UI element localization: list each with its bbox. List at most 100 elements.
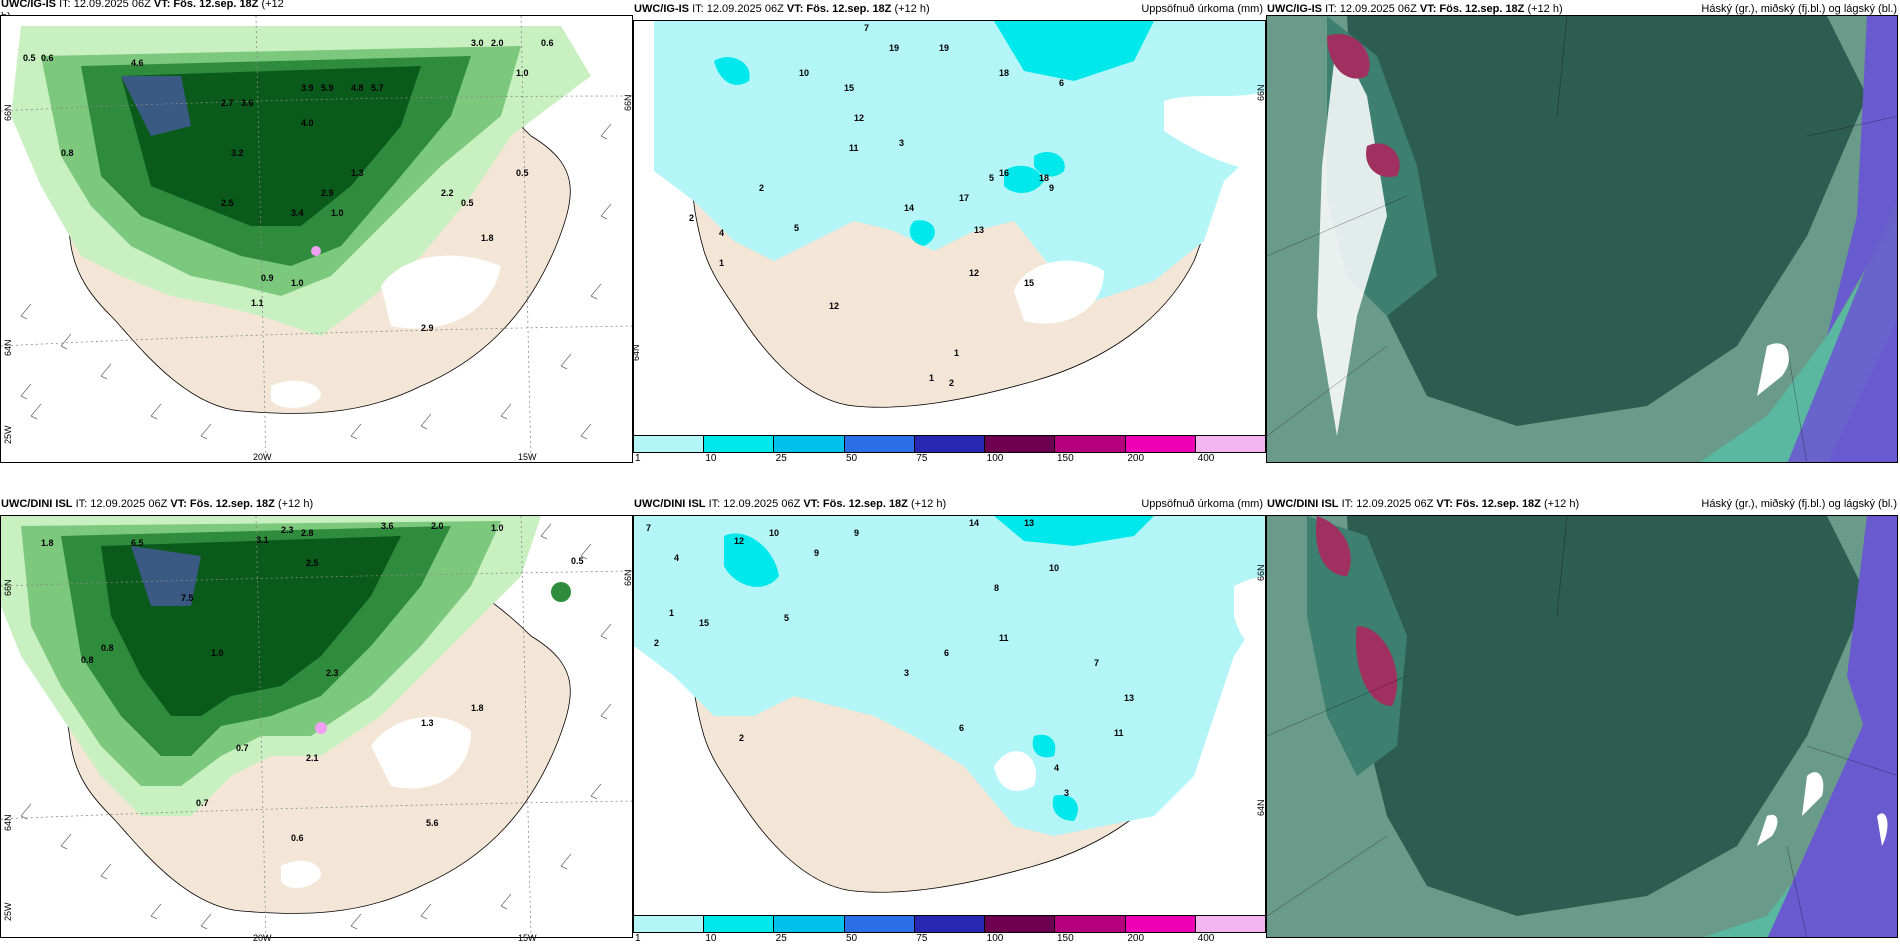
model-name: UWC/IG-IS bbox=[1, 0, 56, 10]
panel-variable: Uppsöfnuð úrkoma (mm) bbox=[1141, 498, 1263, 510]
map-value-label: 4 bbox=[674, 553, 679, 563]
map-value-label: 10 bbox=[769, 528, 779, 538]
colorbar-segment bbox=[914, 916, 986, 932]
panel-variable: Háský (gr.), miðský (fj.bl.) og lágský (… bbox=[1701, 498, 1897, 510]
map-value-label: 1 bbox=[669, 608, 674, 618]
map-value-label: 2 bbox=[689, 213, 694, 223]
map-value-label: 10 bbox=[799, 68, 809, 78]
map-value-label: 7 bbox=[864, 23, 869, 33]
colorbar-tick-label: 1 bbox=[635, 933, 641, 944]
map-value-label: 7 bbox=[646, 523, 651, 533]
colorbar-tick-label: 400 bbox=[1197, 453, 1215, 464]
map-value-label: 5 bbox=[989, 173, 994, 183]
valid-time: VT: Fös. 12.sep. 18Z bbox=[803, 498, 908, 510]
map-value-label: 7 bbox=[1094, 658, 1099, 668]
cloud-map[interactable] bbox=[1266, 515, 1898, 938]
map-value-label: 2.1 bbox=[306, 753, 319, 763]
map-value-label: 19 bbox=[889, 43, 899, 53]
precip-map[interactable]: 7 10 15 19 19 11 12 18 6 2 5 9 14 16 18 13 17 12 4 1 3 2 12 1 2 1… bbox=[633, 20, 1266, 435]
map-value-label: 12 bbox=[854, 113, 864, 123]
cloud-map[interactable] bbox=[1266, 15, 1898, 463]
colorbar-tick-label: 100 bbox=[986, 453, 1004, 464]
map-value-label: 11 bbox=[1114, 728, 1124, 738]
map-value-label: 2.8 bbox=[301, 528, 314, 538]
map-value-label: 2.0 bbox=[431, 521, 444, 531]
colorbar-segment bbox=[1055, 436, 1126, 452]
colorbar-tick-label: 400 bbox=[1197, 933, 1215, 944]
map-value-label: 2 bbox=[739, 733, 744, 743]
lat-label-25w: 25W bbox=[3, 902, 13, 921]
lat-label-64n: 64N bbox=[3, 339, 13, 356]
precip-colorbar bbox=[633, 915, 1266, 933]
map-value-label: 2 bbox=[654, 638, 659, 648]
map-value-label: 8 bbox=[994, 583, 999, 593]
map-value-label: 12 bbox=[969, 268, 979, 278]
lead-time: (+12 bbox=[261, 0, 284, 10]
lat-label-66n: 66N bbox=[3, 579, 13, 596]
panel-title: UWC/DINI ISL IT: 12.09.2025 06Z VT: Fös.… bbox=[633, 495, 1266, 515]
map-value-label: 17 bbox=[959, 193, 969, 203]
map-value-label: 3 bbox=[1064, 788, 1069, 798]
colorbar-tick-label: 1 bbox=[635, 453, 641, 464]
map-value-label: 0.5 bbox=[516, 168, 529, 178]
map-value-label: 1 bbox=[929, 373, 934, 383]
wind-map[interactable]: 0.5 0.6 4.6 3.9 5.9 4.8 5.7 3.0 2.0 0.6 1.0 0.5 0.8 3… bbox=[0, 15, 633, 463]
valid-time: VT: Fös. 12.sep. 18Z bbox=[786, 3, 892, 15]
colorbar-segment bbox=[1195, 436, 1265, 452]
map-value-label: 7.5 bbox=[181, 593, 194, 603]
lat-label-25w: 25W bbox=[3, 425, 13, 444]
colorbar-tick-label: 150 bbox=[1057, 933, 1074, 944]
model-name: UWC/DINI ISL bbox=[634, 498, 706, 510]
map-value-label: 6.5 bbox=[131, 538, 144, 548]
colorbar-tick-label: 10 bbox=[705, 933, 717, 944]
map-value-label: 5.9 bbox=[321, 83, 334, 93]
map-value-label: 6 bbox=[959, 723, 964, 733]
lat-label-66n-right: 66N bbox=[623, 569, 633, 586]
precip-colorbar bbox=[633, 435, 1266, 453]
map-value-label: 1.0 bbox=[516, 68, 529, 78]
map-value-label: 2.3 bbox=[326, 668, 339, 678]
precip-map-canvas: 7 10 9 14 13 12 11 4 8 1 6 5 3 2 15 10 7 13 11 2 3 4 9 6 bbox=[634, 516, 1265, 915]
panel-ig-precip: UWC/IG-IS IT: 12.09.2025 06Z VT: Fös. 12… bbox=[633, 0, 1266, 465]
map-value-label: 2.5 bbox=[306, 558, 319, 568]
lead-time: (+12 h) bbox=[910, 498, 947, 510]
colorbar-tick-label: 75 bbox=[916, 933, 928, 944]
lon-label-15w: 15W bbox=[518, 933, 537, 943]
map-value-label: 12 bbox=[734, 536, 744, 546]
map-value-label: 0.6 bbox=[291, 833, 304, 843]
map-value-label: 3.4 bbox=[291, 208, 304, 218]
lat-label-64n: 64N bbox=[1256, 799, 1266, 816]
precip-map[interactable]: 7 10 9 14 13 12 11 4 8 1 6 5 3 2 15 10 7 13 11 2 3 4 9 6 66N 64… bbox=[633, 515, 1266, 915]
colorbar-ticks: 1 10 25 50 75 100 150 200 400 bbox=[633, 453, 1266, 465]
colorbar-segment bbox=[634, 436, 705, 452]
wind-map[interactable]: 1.8 6.5 7.5 3.1 2.3 2.8 2.5 3.6 2.0 0.5 1.0 0.8 0.7 0… bbox=[0, 515, 633, 938]
lat-label-66n: 66N bbox=[1256, 84, 1266, 101]
map-value-label: 2.9 bbox=[421, 323, 434, 333]
valid-time: VT: Fös. 12.sep. 18Z bbox=[1436, 498, 1541, 510]
map-value-label: 3.2 bbox=[231, 148, 244, 158]
panel-dini-wind: UWC/DINI ISL IT: 12.09.2025 06Z VT: Fös.… bbox=[0, 495, 633, 950]
map-value-label: 13 bbox=[974, 225, 984, 235]
lead-time: (+12 h) bbox=[277, 498, 314, 510]
model-name: UWC/DINI ISL bbox=[1267, 498, 1339, 510]
panel-dini-precip: UWC/DINI ISL IT: 12.09.2025 06Z VT: Fös.… bbox=[633, 495, 1266, 950]
map-value-label: 0.8 bbox=[81, 655, 94, 665]
colorbar-tick-label: 50 bbox=[846, 933, 858, 944]
colorbar-ticks: 1 10 25 50 75 100 150 200 400 bbox=[633, 933, 1266, 945]
map-value-label: 15 bbox=[1024, 278, 1034, 288]
colorbar-segment bbox=[1055, 916, 1126, 932]
init-time: IT: 12.09.2025 06Z bbox=[1341, 498, 1434, 510]
colorbar-tick-label: 150 bbox=[1057, 453, 1074, 464]
model-name: UWC/IG-IS bbox=[634, 3, 689, 15]
map-value-label: 0.8 bbox=[61, 148, 74, 158]
map-value-label: 11 bbox=[849, 143, 859, 153]
map-value-label: 2 bbox=[759, 183, 764, 193]
map-value-label: 0.8 bbox=[101, 643, 114, 653]
colorbar-tick-label: 25 bbox=[775, 933, 787, 944]
valid-time: VT: Fös. 12.sep. 18Z bbox=[153, 0, 259, 10]
init-time: IT: 12.09.2025 06Z bbox=[708, 498, 801, 510]
map-value-label: 11 bbox=[999, 633, 1009, 643]
map-value-label: 15 bbox=[699, 618, 709, 628]
map-value-label: 1 bbox=[719, 258, 724, 268]
map-value-label: 0.5 bbox=[23, 53, 36, 63]
